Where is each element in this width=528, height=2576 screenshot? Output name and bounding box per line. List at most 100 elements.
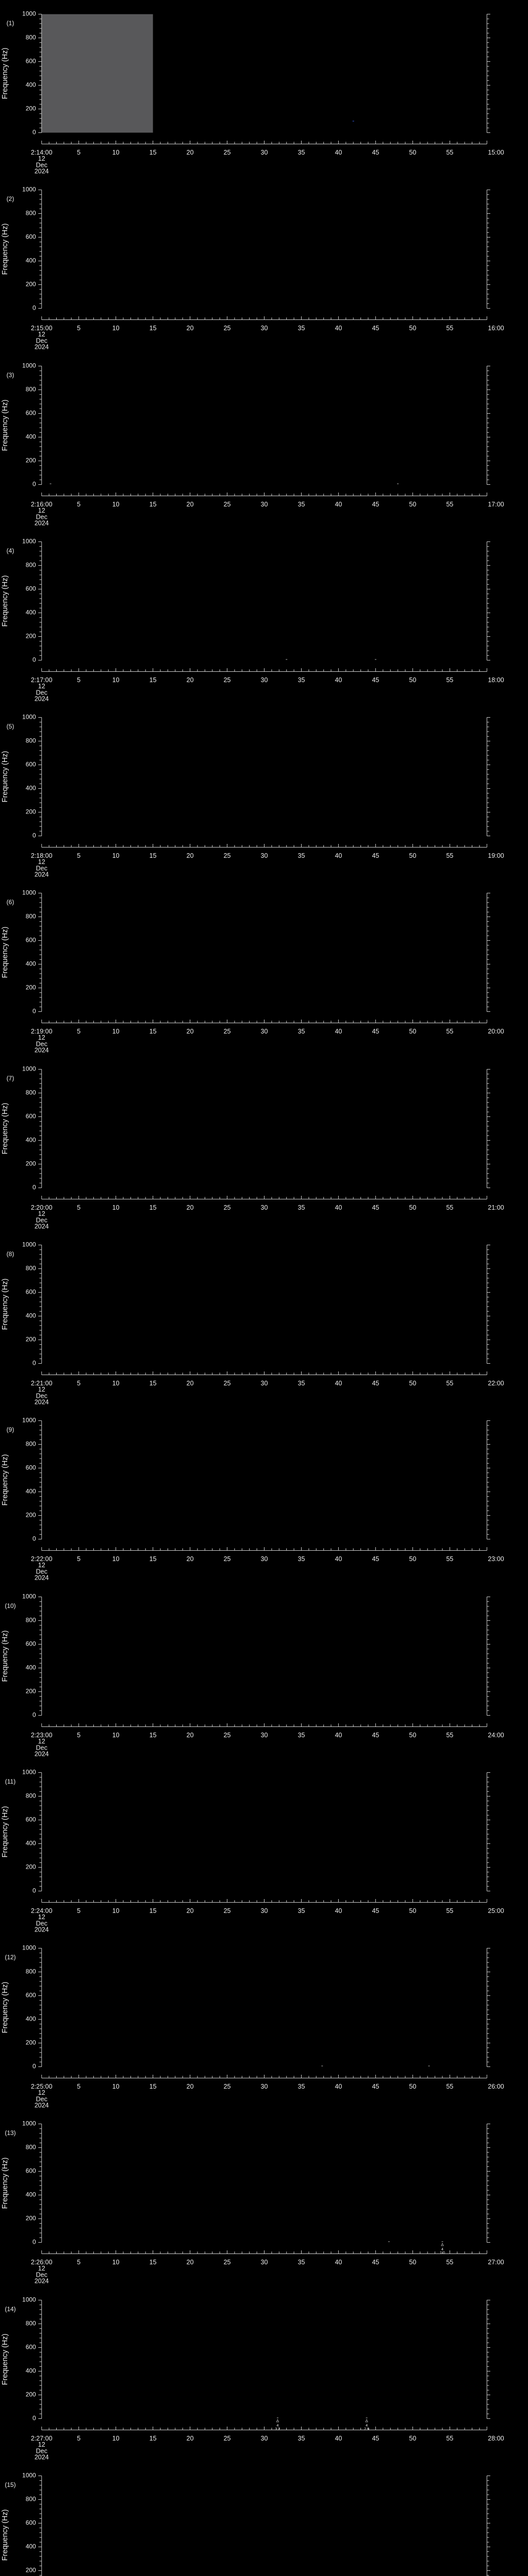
svg-text:45: 45 xyxy=(372,1732,379,1739)
svg-text:35: 35 xyxy=(298,1555,305,1563)
svg-text:40: 40 xyxy=(335,2083,342,2090)
svg-text:10: 10 xyxy=(112,852,120,859)
svg-text:50: 50 xyxy=(409,1907,416,1914)
svg-text:20: 20 xyxy=(187,149,194,156)
svg-text:20:00: 20:00 xyxy=(488,1028,504,1035)
svg-text:2024: 2024 xyxy=(35,695,49,702)
svg-text:2024: 2024 xyxy=(35,2102,49,2109)
svg-text:30: 30 xyxy=(261,1028,268,1035)
svg-text:Frequency (Hz): Frequency (Hz) xyxy=(1,927,9,978)
svg-text:25: 25 xyxy=(224,501,231,508)
svg-text:2024: 2024 xyxy=(35,344,49,351)
svg-text:55: 55 xyxy=(446,325,453,332)
svg-text:(13): (13) xyxy=(5,2129,15,2137)
svg-text:55: 55 xyxy=(446,1028,453,1035)
svg-text:Frequency (Hz): Frequency (Hz) xyxy=(1,399,9,451)
svg-text:25: 25 xyxy=(224,149,231,156)
svg-text:50: 50 xyxy=(409,2259,416,2266)
svg-text:400: 400 xyxy=(26,1136,36,1143)
svg-text:35: 35 xyxy=(298,1204,305,1211)
svg-text:50: 50 xyxy=(409,1028,416,1035)
svg-text:800: 800 xyxy=(26,1616,36,1623)
svg-text:26:00: 26:00 xyxy=(488,2083,504,2090)
svg-text:15: 15 xyxy=(150,1028,157,1035)
svg-text:200: 200 xyxy=(26,1863,36,1870)
svg-text:600: 600 xyxy=(26,1640,36,1647)
svg-text:800: 800 xyxy=(26,210,36,217)
svg-text:800: 800 xyxy=(26,1264,36,1272)
svg-text:25: 25 xyxy=(224,325,231,332)
svg-text:1000: 1000 xyxy=(22,1768,36,1775)
svg-text:400: 400 xyxy=(26,2015,36,2023)
svg-text:20: 20 xyxy=(187,501,194,508)
svg-text:28:00: 28:00 xyxy=(488,2435,504,2442)
svg-text:600: 600 xyxy=(26,1112,36,1120)
svg-text:25: 25 xyxy=(224,1380,231,1387)
svg-text:Frequency (Hz): Frequency (Hz) xyxy=(1,2510,9,2561)
svg-text:50: 50 xyxy=(409,325,416,332)
svg-text:600: 600 xyxy=(26,57,36,64)
svg-text:45: 45 xyxy=(372,676,379,684)
svg-text:45: 45 xyxy=(372,501,379,508)
svg-text:(9): (9) xyxy=(7,1426,14,1433)
svg-text:0: 0 xyxy=(32,2414,36,2421)
svg-text:10: 10 xyxy=(112,1555,120,1563)
svg-text:50: 50 xyxy=(409,149,416,156)
svg-text:40: 40 xyxy=(335,1204,342,1211)
svg-text:(2): (2) xyxy=(7,195,14,202)
svg-text:50: 50 xyxy=(409,852,416,859)
svg-text:5: 5 xyxy=(77,1907,80,1914)
svg-text:55: 55 xyxy=(446,1732,453,1739)
svg-text:35: 35 xyxy=(298,2083,305,2090)
svg-text:30: 30 xyxy=(261,2083,268,2090)
svg-text:55: 55 xyxy=(446,149,453,156)
svg-text:10: 10 xyxy=(112,1380,120,1387)
svg-text:40: 40 xyxy=(335,852,342,859)
svg-text:200: 200 xyxy=(26,1687,36,1694)
svg-text:45: 45 xyxy=(372,2435,379,2442)
svg-text:30: 30 xyxy=(261,1907,268,1914)
svg-text:1000: 1000 xyxy=(22,714,36,721)
svg-text:30: 30 xyxy=(261,501,268,508)
svg-text:5: 5 xyxy=(77,676,80,684)
svg-text:35: 35 xyxy=(298,501,305,508)
svg-text:400: 400 xyxy=(26,257,36,264)
svg-text:30: 30 xyxy=(261,2259,268,2266)
svg-text:25:00: 25:00 xyxy=(488,1907,504,1914)
svg-text:10: 10 xyxy=(112,149,120,156)
svg-text:50: 50 xyxy=(409,1204,416,1211)
svg-text:15: 15 xyxy=(150,1204,157,1211)
svg-text:55: 55 xyxy=(446,2083,453,2090)
svg-text:5: 5 xyxy=(77,1028,80,1035)
svg-text:200: 200 xyxy=(26,632,36,639)
svg-text:25: 25 xyxy=(224,1555,231,1563)
svg-text:15: 15 xyxy=(150,2259,157,2266)
svg-text:0: 0 xyxy=(32,304,36,312)
svg-text:(1): (1) xyxy=(7,20,14,27)
svg-text:600: 600 xyxy=(26,2519,36,2526)
svg-text:2024: 2024 xyxy=(35,1750,49,1757)
svg-text:600: 600 xyxy=(26,2167,36,2175)
svg-text:45: 45 xyxy=(372,852,379,859)
svg-text:30: 30 xyxy=(261,2435,268,2442)
svg-text:600: 600 xyxy=(26,409,36,416)
svg-text:25: 25 xyxy=(224,2083,231,2090)
svg-text:0: 0 xyxy=(32,1359,36,1366)
svg-text:1000: 1000 xyxy=(22,362,36,369)
svg-text:400: 400 xyxy=(26,960,36,968)
svg-text:(7): (7) xyxy=(7,1075,14,1082)
svg-text:400: 400 xyxy=(26,2367,36,2374)
svg-text:20: 20 xyxy=(187,1204,194,1211)
svg-text:400: 400 xyxy=(26,81,36,88)
svg-text:200: 200 xyxy=(26,2566,36,2573)
svg-text:10: 10 xyxy=(112,1732,120,1739)
svg-text:1000: 1000 xyxy=(22,186,36,193)
svg-text:2024: 2024 xyxy=(35,1926,49,1933)
svg-text:200: 200 xyxy=(26,984,36,991)
svg-text:55: 55 xyxy=(446,1555,453,1563)
svg-text:25: 25 xyxy=(224,1732,231,1739)
svg-text:35: 35 xyxy=(298,2259,305,2266)
svg-text:800: 800 xyxy=(26,1089,36,1096)
svg-text:200: 200 xyxy=(26,2391,36,2398)
svg-text:45: 45 xyxy=(372,2259,379,2266)
